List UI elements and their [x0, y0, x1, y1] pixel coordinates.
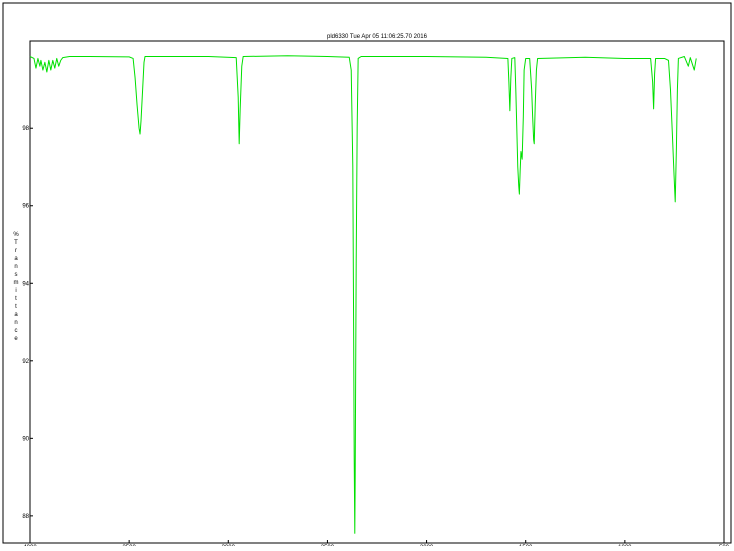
y-tick-label: 98: [22, 126, 29, 132]
y-axis-label-char: t: [15, 304, 17, 310]
y-axis-label-char: %: [13, 232, 19, 238]
y-axis-label-char: a: [14, 256, 18, 262]
y-axis-label-char: r: [15, 248, 17, 254]
y-axis-label-char: e: [14, 336, 18, 342]
y-axis-label-char: i: [15, 288, 16, 294]
y-tick-label: 96: [22, 204, 29, 210]
chart-title: pld6330 Tue Apr 05 11:06:25.70 2016: [327, 34, 428, 40]
y-tick-label: 94: [22, 281, 29, 287]
y-axis-label-char: a: [14, 312, 18, 318]
outer-frame: [2, 2, 732, 544]
y-tick-label: 88: [22, 514, 29, 520]
y-axis-label-char: T: [14, 240, 18, 246]
axes-group: [2, 2, 732, 544]
y-axis-label-char: s: [15, 272, 18, 278]
transmittance-series-line: [29, 55, 697, 534]
y-axis-label-char: c: [15, 328, 18, 334]
y-axis-label-char: t: [15, 296, 17, 302]
y-axis-label-char: n: [14, 264, 17, 270]
y-axis-label-char: n: [14, 320, 17, 326]
y-axis-label-char: m: [14, 280, 19, 286]
y-tick-label: 90: [22, 436, 29, 442]
y-tick-label: 92: [22, 359, 29, 365]
series-group: [29, 55, 697, 534]
